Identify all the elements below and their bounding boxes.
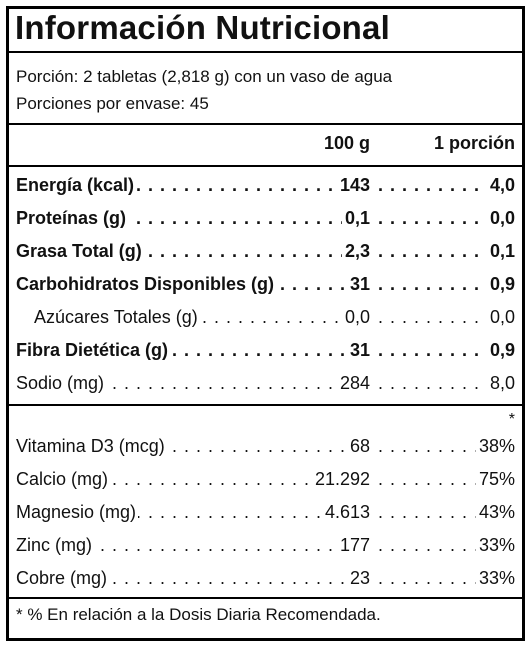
value-per-serving: 8,0 [486, 373, 515, 394]
value-per-100g: 21.292 [311, 469, 370, 490]
nutrient-name: Azúcares Totales (g) [34, 307, 200, 328]
dot-leader: . . . . . . . . . . . . . . . . . . . . … [378, 241, 488, 261]
value-per-serving: 0,1 [486, 241, 515, 262]
dot-leader: . . . . . . . . . . . . . . . . . . . . … [378, 535, 488, 555]
percent-daily-value: 38% [475, 436, 515, 457]
dot-leader: . . . . . . . . . . . . . . . . . . . . … [378, 274, 488, 294]
dot-leader: . . . . . . . . . . . . . . . . . . . . … [378, 436, 488, 456]
percent-daily-value: 33% [475, 535, 515, 556]
nutrient-row: . . . . . . . . . . . . . . . . . . . . … [9, 303, 522, 336]
dot-leader: . . . . . . . . . . . . . . . . . . . . … [378, 373, 488, 393]
dot-leader: . . . . . . . . . . . . . . . . . . . . … [16, 535, 364, 555]
value-per-100g: 31 [346, 274, 370, 295]
nutrient-name: Fibra Dietética (g) [16, 340, 171, 361]
dot-leader: . . . . . . . . . . . . . . . . . . . . … [378, 340, 488, 360]
value-per-100g: 0,1 [341, 208, 370, 229]
percent-daily-value: 33% [475, 568, 515, 589]
micronutrient-row: . . . . . . . . . . . . . . . . . . . . … [9, 465, 522, 498]
micronutrient-name: Magnesio (mg) [16, 502, 139, 523]
micronutrient-row: . . . . . . . . . . . . . . . . . . . . … [9, 498, 522, 531]
nutrient-row: . . . . . . . . . . . . . . . . . . . . … [9, 336, 522, 369]
value-per-100g: 0,0 [341, 307, 370, 328]
nutrient-name: Proteínas (g) [16, 208, 129, 229]
value-per-100g: 4.613 [321, 502, 370, 523]
value-per-100g: 2,3 [341, 241, 370, 262]
dot-leader: . . . . . . . . . . . . . . . . . . . . … [378, 175, 488, 195]
micronutrient-name: Zinc (mg) [16, 535, 94, 556]
value-per-serving: 0,0 [486, 307, 515, 328]
value-per-serving: 4,0 [486, 175, 515, 196]
dot-leader: . . . . . . . . . . . . . . . . . . . . … [378, 469, 488, 489]
asterisk-marker: * [9, 406, 522, 432]
value-per-100g: 284 [336, 373, 370, 394]
value-per-serving: 0,9 [486, 340, 515, 361]
nutrient-name: Grasa Total (g) [16, 241, 144, 262]
nutrient-row: . . . . . . . . . . . . . . . . . . . . … [9, 270, 522, 303]
nutrient-name: Sodio (mg) [16, 373, 107, 394]
asterisk-symbol: * [508, 411, 515, 428]
dot-leader: . . . . . . . . . . . . . . . . . . . . … [378, 208, 488, 228]
label-title: Información Nutricional [9, 9, 522, 53]
value-per-serving: 0,0 [486, 208, 515, 229]
serving-size: Porción: 2 tabletas (2,818 g) con un vas… [16, 67, 393, 86]
value-per-serving: 0,9 [486, 274, 515, 295]
value-per-100g: 31 [346, 340, 370, 361]
column-headers: 100 g 1 porción [9, 125, 522, 167]
nutrient-row: . . . . . . . . . . . . . . . . . . . . … [9, 204, 522, 237]
nutrient-row: . . . . . . . . . . . . . . . . . . . . … [9, 369, 522, 402]
nutrient-name: Energía (kcal) [16, 175, 137, 196]
percent-daily-value: 43% [475, 502, 515, 523]
dot-leader: . . . . . . . . . . . . . . . . . . . . … [378, 568, 488, 588]
micronutrient-name: Vitamina D3 (mcg) [16, 436, 167, 457]
micronutrient-list: . . . . . . . . . . . . . . . . . . . . … [9, 432, 522, 597]
footnote: * % En relación a la Dosis Diaria Recome… [9, 597, 522, 625]
nutrition-label: Información Nutricional Porción: 2 table… [6, 6, 525, 641]
micronutrient-row: . . . . . . . . . . . . . . . . . . . . … [9, 531, 522, 564]
nutrient-row: . . . . . . . . . . . . . . . . . . . . … [9, 171, 522, 204]
value-per-100g: 68 [346, 436, 370, 457]
nutrient-row: . . . . . . . . . . . . . . . . . . . . … [9, 237, 522, 270]
section-divider [9, 404, 522, 406]
micronutrient-row: . . . . . . . . . . . . . . . . . . . . … [9, 564, 522, 597]
serving-info: Porción: 2 tabletas (2,818 g) con un vas… [9, 53, 522, 125]
column-header-100g: 100 g [323, 133, 370, 153]
nutrient-name: Carbohidratos Disponibles (g) [16, 274, 277, 295]
column-header-serving: 1 porción [433, 133, 515, 153]
value-per-100g: 23 [346, 568, 370, 589]
value-per-100g: 177 [336, 535, 370, 556]
dot-leader: . . . . . . . . . . . . . . . . . . . . … [378, 502, 488, 522]
nutrient-list: . . . . . . . . . . . . . . . . . . . . … [9, 167, 522, 402]
micronutrient-row: . . . . . . . . . . . . . . . . . . . . … [9, 432, 522, 465]
percent-daily-value: 75% [475, 469, 515, 490]
dot-leader: . . . . . . . . . . . . . . . . . . . . … [378, 307, 488, 327]
value-per-100g: 143 [336, 175, 370, 196]
micronutrient-name: Cobre (mg) [16, 568, 110, 589]
servings-per-container: Porciones por envase: 45 [16, 94, 209, 113]
micronutrient-name: Calcio (mg) [16, 469, 111, 490]
